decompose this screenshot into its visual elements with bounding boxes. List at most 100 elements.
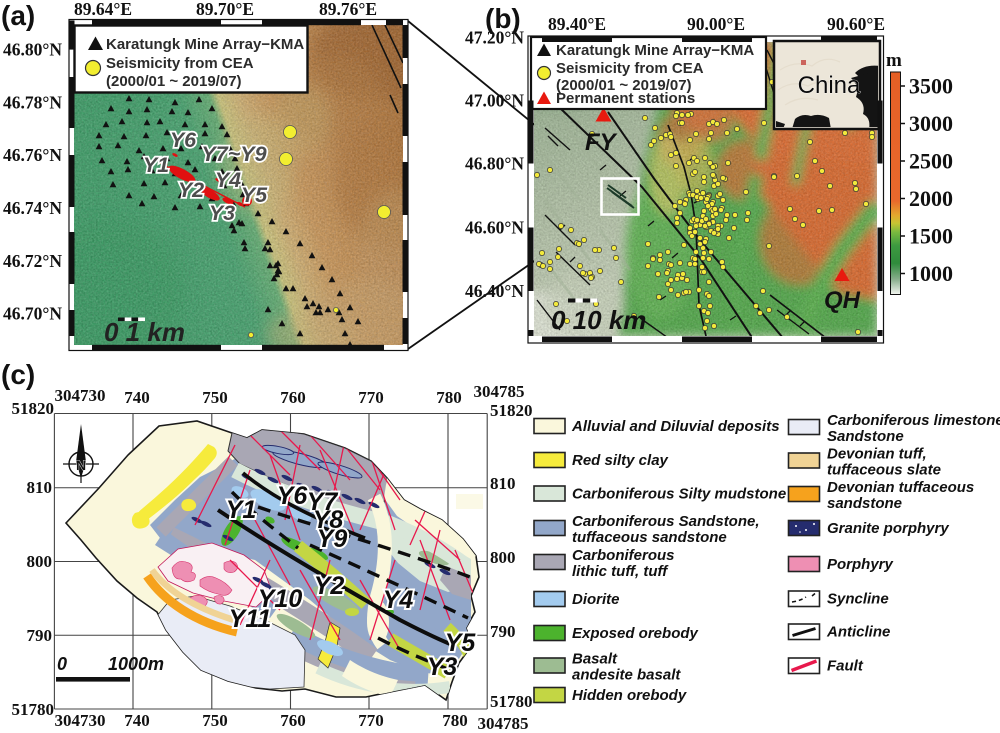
svg-text:0: 0 [57,654,67,674]
svg-text:770: 770 [358,388,384,407]
svg-text:89.40°E: 89.40°E [548,14,606,34]
svg-text:Y8: Y8 [313,506,344,534]
svg-text:Carboniferous: Carboniferous [572,547,675,564]
svg-text:750: 750 [202,711,228,730]
svg-text:780: 780 [436,388,462,407]
svg-text:Y6: Y6 [170,128,197,152]
svg-text:46.70°N: 46.70°N [3,304,62,324]
svg-text:760: 760 [280,711,306,730]
svg-text:Seismicity from CEA: Seismicity from CEA [106,55,254,72]
svg-text:790: 790 [490,622,516,641]
svg-text:Y5: Y5 [445,629,477,657]
svg-text:Y10: Y10 [258,585,303,613]
svg-text:Porphyry: Porphyry [827,556,894,573]
svg-text:1000m: 1000m [108,654,164,674]
svg-text:90.00°E: 90.00°E [687,14,745,34]
svg-text:Y6: Y6 [170,128,197,152]
svg-text:46.40°N: 46.40°N [465,281,524,301]
svg-text:(a): (a) [1,0,35,31]
svg-text:90.60°E: 90.60°E [827,14,885,34]
svg-text:1000: 1000 [909,261,953,286]
svg-text:Exposed orebody: Exposed orebody [572,625,699,642]
svg-text:Hidden orebody: Hidden orebody [572,687,687,704]
svg-text:2500: 2500 [909,149,953,174]
svg-text:Y5: Y5 [445,629,477,657]
svg-text:Fault: Fault [827,658,864,675]
svg-text:Y1: Y1 [226,496,257,524]
svg-text:2000: 2000 [909,186,953,211]
svg-text:740: 740 [124,388,150,407]
svg-text:lithic tuff, tuff: lithic tuff, tuff [572,563,669,580]
svg-text:46.74°N: 46.74°N [3,198,62,218]
svg-text:(c): (c) [1,359,35,390]
svg-text:China: China [798,72,861,99]
svg-text:Y10: Y10 [258,585,303,613]
svg-text:89.64°E: 89.64°E [74,0,132,19]
svg-text:51820: 51820 [12,399,55,418]
svg-text:790: 790 [27,626,53,645]
svg-text:Y4: Y4 [215,168,241,192]
svg-text:89.70°E: 89.70°E [196,0,254,19]
svg-text:51780: 51780 [490,692,533,711]
svg-text:tuffaceous sandstone: tuffaceous sandstone [572,529,727,546]
svg-text:tuffaceous slate: tuffaceous slate [827,462,941,479]
svg-text:Carboniferous Sandstone,: Carboniferous Sandstone, [572,513,760,530]
svg-text:Y3: Y3 [209,201,235,225]
svg-text:46.72°N: 46.72°N [3,251,62,271]
svg-text:Y9: Y9 [317,525,348,553]
svg-text:304785: 304785 [478,714,529,733]
svg-text:800: 800 [27,552,53,571]
svg-text:Y4: Y4 [383,586,414,614]
svg-text:47.00°N: 47.00°N [465,91,524,111]
svg-text:1500: 1500 [909,224,953,249]
svg-text:51780: 51780 [12,700,55,719]
svg-text:Y7~Y9: Y7~Y9 [201,142,266,166]
svg-text:Red silty clay: Red silty clay [572,452,669,469]
svg-text:51820: 51820 [490,401,533,420]
svg-text:Permanent stations: Permanent stations [556,90,695,107]
svg-text:Devonian tuffaceous: Devonian tuffaceous [827,479,974,496]
svg-text:Y7: Y7 [307,488,339,516]
svg-text:750: 750 [202,388,228,407]
svg-text:Y4: Y4 [215,168,241,192]
svg-text:770: 770 [358,711,384,730]
svg-text:Y6: Y6 [277,482,309,510]
svg-text:89.76°E: 89.76°E [319,0,377,19]
svg-text:Basalt: Basalt [572,651,618,668]
svg-text:Karatungk Mine Array−KMA: Karatungk Mine Array−KMA [106,36,304,53]
svg-text:Y6: Y6 [277,482,309,510]
svg-text:780: 780 [442,711,468,730]
svg-text:sandstone: sandstone [827,495,902,512]
svg-text:46.80°N: 46.80°N [465,154,524,174]
svg-text:Y2: Y2 [314,572,345,600]
svg-text:304730: 304730 [55,711,106,730]
svg-text:Carboniferous Silty mudstone: Carboniferous Silty mudstone [572,486,786,503]
svg-text:46.80°N: 46.80°N [3,40,62,60]
svg-text:3000: 3000 [909,111,953,136]
svg-text:Devonian tuff,: Devonian tuff, [827,446,927,463]
svg-text:46.78°N: 46.78°N [3,92,62,112]
svg-text:304730: 304730 [55,386,106,405]
svg-text:Y2: Y2 [314,572,345,600]
svg-text:(2000/01 ~ 2019/07): (2000/01 ~ 2019/07) [556,77,692,94]
svg-text:Y11: Y11 [229,605,272,633]
svg-text:Y9: Y9 [317,525,348,553]
svg-text:Sandstone: Sandstone [827,428,904,445]
svg-text:Y5: Y5 [241,183,268,207]
svg-text:Y7: Y7 [307,488,339,516]
svg-text:Y2: Y2 [178,178,204,202]
svg-text:Y7~Y9: Y7~Y9 [201,142,266,166]
svg-text:N: N [76,457,86,473]
svg-text:46.60°N: 46.60°N [465,218,524,238]
svg-text:304785: 304785 [474,382,525,401]
svg-text:Y3: Y3 [427,653,458,681]
svg-text:andesite basalt: andesite basalt [572,667,681,684]
svg-text:Y3: Y3 [427,653,458,681]
svg-text:0 1 km: 0 1 km [104,317,185,347]
svg-text:(b): (b) [485,3,521,34]
svg-text:m: m [886,50,902,71]
svg-text:Diorite: Diorite [572,591,620,608]
svg-text:760: 760 [280,388,306,407]
svg-text:Seismicity from CEA: Seismicity from CEA [556,60,704,77]
svg-text:Y8: Y8 [313,506,344,534]
